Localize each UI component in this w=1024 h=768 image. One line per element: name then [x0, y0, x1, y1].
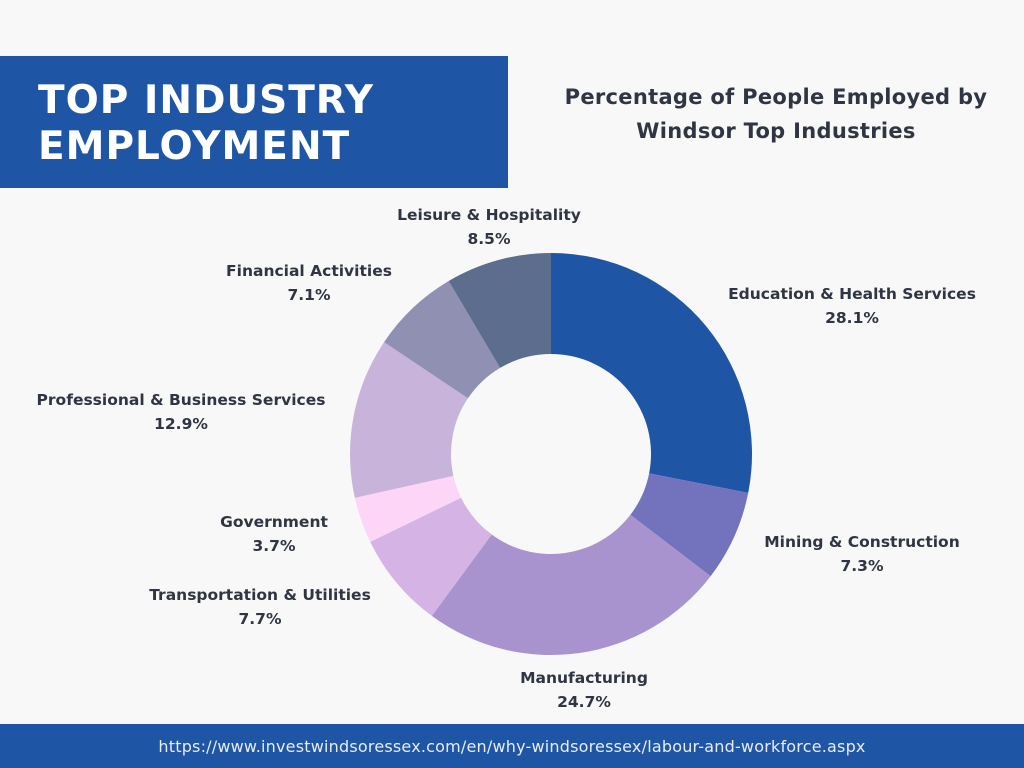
slice-label-manufacturing: Manufacturing — [520, 669, 648, 687]
source-url[interactable]: https://www.investwindsoressex.com/en/wh… — [158, 736, 866, 756]
slice-value-government: 3.7% — [253, 537, 296, 555]
chart-title: Percentage of People Employed by Windsor… — [564, 85, 988, 143]
slice-label-government: Government — [220, 513, 328, 531]
slice-label-mining-and-construction: Mining & Construction — [764, 533, 960, 551]
slice-financial-activities — [384, 280, 501, 399]
slice-label-education-and-health-services: Education & Health Services — [728, 285, 976, 303]
slice-mining-and-construction — [630, 473, 749, 577]
footer-bar: https://www.investwindsoressex.com/en/wh… — [0, 724, 1024, 768]
slice-label-financial-activities: Financial Activities — [226, 262, 392, 280]
page-title-line-1: TOP INDUSTRY — [38, 78, 374, 123]
title-banner: TOP INDUSTRY EMPLOYMENT — [0, 56, 508, 188]
slice-leisure-and-hospitality — [448, 253, 551, 368]
slice-value-mining-and-construction: 7.3% — [841, 557, 884, 575]
slice-government — [354, 475, 462, 542]
slice-education-and-health-services — [551, 253, 752, 493]
page-title-line-2: EMPLOYMENT — [38, 124, 351, 169]
donut-labels: Education & Health Services 28.1% Mining &… — [37, 206, 976, 711]
slice-value-transportation-and-utilities: 7.7% — [239, 610, 282, 628]
slice-transportation-and-utilities — [370, 497, 492, 616]
slice-value-professional-and-business-services: 12.9% — [154, 415, 208, 433]
slice-professional-and-business-services — [349, 342, 468, 498]
slice-label-leisure-and-hospitality: Leisure & Hospitality — [397, 206, 581, 224]
page-title: TOP INDUSTRY EMPLOYMENT — [38, 78, 478, 170]
donut-slices — [349, 253, 752, 655]
slice-value-education-and-health-services: 28.1% — [825, 309, 879, 327]
slice-manufacturing — [431, 514, 711, 655]
slice-value-leisure-and-hospitality: 8.5% — [468, 230, 511, 248]
slice-label-transportation-and-utilities: Transportation & Utilities — [149, 586, 371, 604]
slice-value-financial-activities: 7.1% — [288, 286, 331, 304]
slice-label-professional-and-business-services: Professional & Business Services — [37, 391, 326, 409]
slice-value-manufacturing: 24.7% — [557, 693, 611, 711]
